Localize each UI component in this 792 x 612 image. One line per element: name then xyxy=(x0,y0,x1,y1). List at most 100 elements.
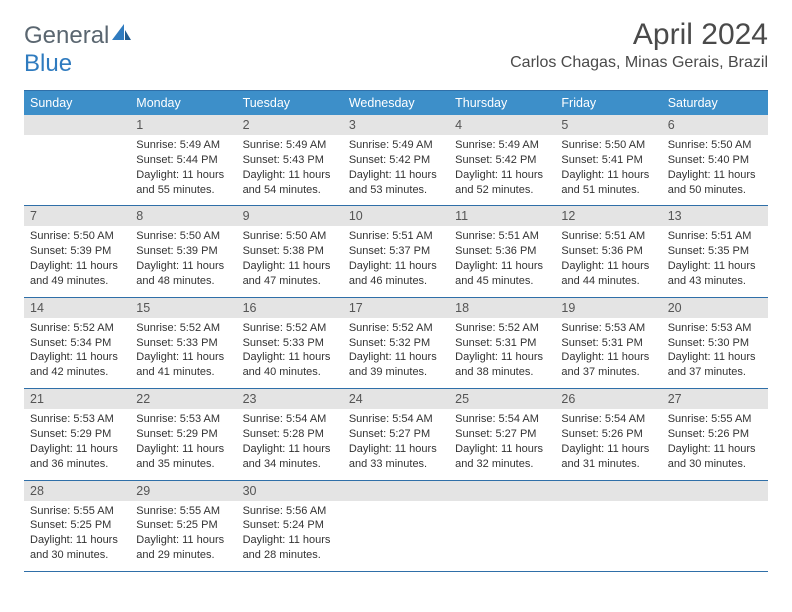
cells-row: Sunrise: 5:52 AMSunset: 5:34 PMDaylight:… xyxy=(24,318,768,388)
daylight-text: Daylight: 11 hours and 47 minutes. xyxy=(243,259,337,289)
day-number: 26 xyxy=(555,389,661,409)
calendar: Sunday Monday Tuesday Wednesday Thursday… xyxy=(24,90,768,572)
day-number: 19 xyxy=(555,298,661,318)
day-cell: Sunrise: 5:50 AMSunset: 5:41 PMDaylight:… xyxy=(555,135,661,205)
brand-part1: General xyxy=(24,22,109,49)
sunset-text: Sunset: 5:33 PM xyxy=(243,336,337,351)
daynum-row: 123456 xyxy=(24,115,768,135)
cells-row: Sunrise: 5:55 AMSunset: 5:25 PMDaylight:… xyxy=(24,501,768,571)
week-divider xyxy=(24,571,768,572)
sunset-text: Sunset: 5:42 PM xyxy=(349,153,443,168)
day-number: 16 xyxy=(237,298,343,318)
day-number: 3 xyxy=(343,115,449,135)
day-cell: Sunrise: 5:49 AMSunset: 5:43 PMDaylight:… xyxy=(237,135,343,205)
day-number: 30 xyxy=(237,481,343,501)
sunrise-text: Sunrise: 5:49 AM xyxy=(455,138,549,153)
sunrise-text: Sunrise: 5:55 AM xyxy=(30,504,124,519)
sunset-text: Sunset: 5:28 PM xyxy=(243,427,337,442)
sunset-text: Sunset: 5:43 PM xyxy=(243,153,337,168)
sunset-text: Sunset: 5:38 PM xyxy=(243,244,337,259)
weekday: Friday xyxy=(555,91,661,115)
daylight-text: Daylight: 11 hours and 48 minutes. xyxy=(136,259,230,289)
day-number: 22 xyxy=(130,389,236,409)
brand-part2: Blue xyxy=(24,50,72,77)
day-cell: Sunrise: 5:51 AMSunset: 5:35 PMDaylight:… xyxy=(662,226,768,296)
sunset-text: Sunset: 5:29 PM xyxy=(136,427,230,442)
sunset-text: Sunset: 5:36 PM xyxy=(455,244,549,259)
day-number: 10 xyxy=(343,206,449,226)
day-cell: Sunrise: 5:54 AMSunset: 5:27 PMDaylight:… xyxy=(449,409,555,479)
sunset-text: Sunset: 5:39 PM xyxy=(136,244,230,259)
sunset-text: Sunset: 5:42 PM xyxy=(455,153,549,168)
day-number: 5 xyxy=(555,115,661,135)
daylight-text: Daylight: 11 hours and 46 minutes. xyxy=(349,259,443,289)
daylight-text: Daylight: 11 hours and 32 minutes. xyxy=(455,442,549,472)
day-number: 9 xyxy=(237,206,343,226)
sunrise-text: Sunrise: 5:53 AM xyxy=(668,321,762,336)
sunrise-text: Sunrise: 5:50 AM xyxy=(243,229,337,244)
sunset-text: Sunset: 5:34 PM xyxy=(30,336,124,351)
sunrise-text: Sunrise: 5:52 AM xyxy=(455,321,549,336)
daynum-row: 282930 xyxy=(24,481,768,501)
sunset-text: Sunset: 5:37 PM xyxy=(349,244,443,259)
sunrise-text: Sunrise: 5:51 AM xyxy=(668,229,762,244)
day-cell xyxy=(24,135,130,205)
day-number xyxy=(662,481,768,501)
weekday: Saturday xyxy=(662,91,768,115)
daynum-row: 78910111213 xyxy=(24,206,768,226)
daylight-text: Daylight: 11 hours and 37 minutes. xyxy=(668,350,762,380)
sunrise-text: Sunrise: 5:54 AM xyxy=(349,412,443,427)
sunset-text: Sunset: 5:40 PM xyxy=(668,153,762,168)
sunset-text: Sunset: 5:39 PM xyxy=(30,244,124,259)
sunrise-text: Sunrise: 5:50 AM xyxy=(136,229,230,244)
brand-logo: General Blue xyxy=(24,22,133,78)
sunrise-text: Sunrise: 5:55 AM xyxy=(136,504,230,519)
daylight-text: Daylight: 11 hours and 55 minutes. xyxy=(136,168,230,198)
cells-row: Sunrise: 5:50 AMSunset: 5:39 PMDaylight:… xyxy=(24,226,768,296)
cells-row: Sunrise: 5:49 AMSunset: 5:44 PMDaylight:… xyxy=(24,135,768,205)
daylight-text: Daylight: 11 hours and 45 minutes. xyxy=(455,259,549,289)
sunrise-text: Sunrise: 5:52 AM xyxy=(243,321,337,336)
day-number: 2 xyxy=(237,115,343,135)
day-number: 1 xyxy=(130,115,236,135)
day-number xyxy=(24,115,130,135)
month-title: April 2024 xyxy=(510,18,768,52)
sunrise-text: Sunrise: 5:52 AM xyxy=(30,321,124,336)
daylight-text: Daylight: 11 hours and 43 minutes. xyxy=(668,259,762,289)
sunset-text: Sunset: 5:25 PM xyxy=(30,518,124,533)
day-cell: Sunrise: 5:53 AMSunset: 5:29 PMDaylight:… xyxy=(24,409,130,479)
day-number: 4 xyxy=(449,115,555,135)
sunrise-text: Sunrise: 5:54 AM xyxy=(561,412,655,427)
sunrise-text: Sunrise: 5:52 AM xyxy=(136,321,230,336)
sunrise-text: Sunrise: 5:54 AM xyxy=(455,412,549,427)
day-cell: Sunrise: 5:54 AMSunset: 5:27 PMDaylight:… xyxy=(343,409,449,479)
sunrise-text: Sunrise: 5:52 AM xyxy=(349,321,443,336)
day-number xyxy=(555,481,661,501)
day-number xyxy=(343,481,449,501)
daylight-text: Daylight: 11 hours and 30 minutes. xyxy=(668,442,762,472)
sunset-text: Sunset: 5:35 PM xyxy=(668,244,762,259)
daylight-text: Daylight: 11 hours and 50 minutes. xyxy=(668,168,762,198)
day-cell: Sunrise: 5:54 AMSunset: 5:26 PMDaylight:… xyxy=(555,409,661,479)
daylight-text: Daylight: 11 hours and 31 minutes. xyxy=(561,442,655,472)
sunset-text: Sunset: 5:41 PM xyxy=(561,153,655,168)
sunset-text: Sunset: 5:29 PM xyxy=(30,427,124,442)
daylight-text: Daylight: 11 hours and 30 minutes. xyxy=(30,533,124,563)
sail-icon xyxy=(111,22,133,49)
day-number: 6 xyxy=(662,115,768,135)
day-number: 12 xyxy=(555,206,661,226)
day-number: 21 xyxy=(24,389,130,409)
sunrise-text: Sunrise: 5:51 AM xyxy=(561,229,655,244)
sunrise-text: Sunrise: 5:50 AM xyxy=(30,229,124,244)
weekday: Wednesday xyxy=(343,91,449,115)
day-cell: Sunrise: 5:52 AMSunset: 5:33 PMDaylight:… xyxy=(130,318,236,388)
day-cell: Sunrise: 5:50 AMSunset: 5:38 PMDaylight:… xyxy=(237,226,343,296)
day-number: 20 xyxy=(662,298,768,318)
day-number: 15 xyxy=(130,298,236,318)
sunset-text: Sunset: 5:26 PM xyxy=(561,427,655,442)
day-number: 14 xyxy=(24,298,130,318)
day-cell: Sunrise: 5:52 AMSunset: 5:33 PMDaylight:… xyxy=(237,318,343,388)
daylight-text: Daylight: 11 hours and 40 minutes. xyxy=(243,350,337,380)
sunset-text: Sunset: 5:24 PM xyxy=(243,518,337,533)
sunrise-text: Sunrise: 5:53 AM xyxy=(136,412,230,427)
